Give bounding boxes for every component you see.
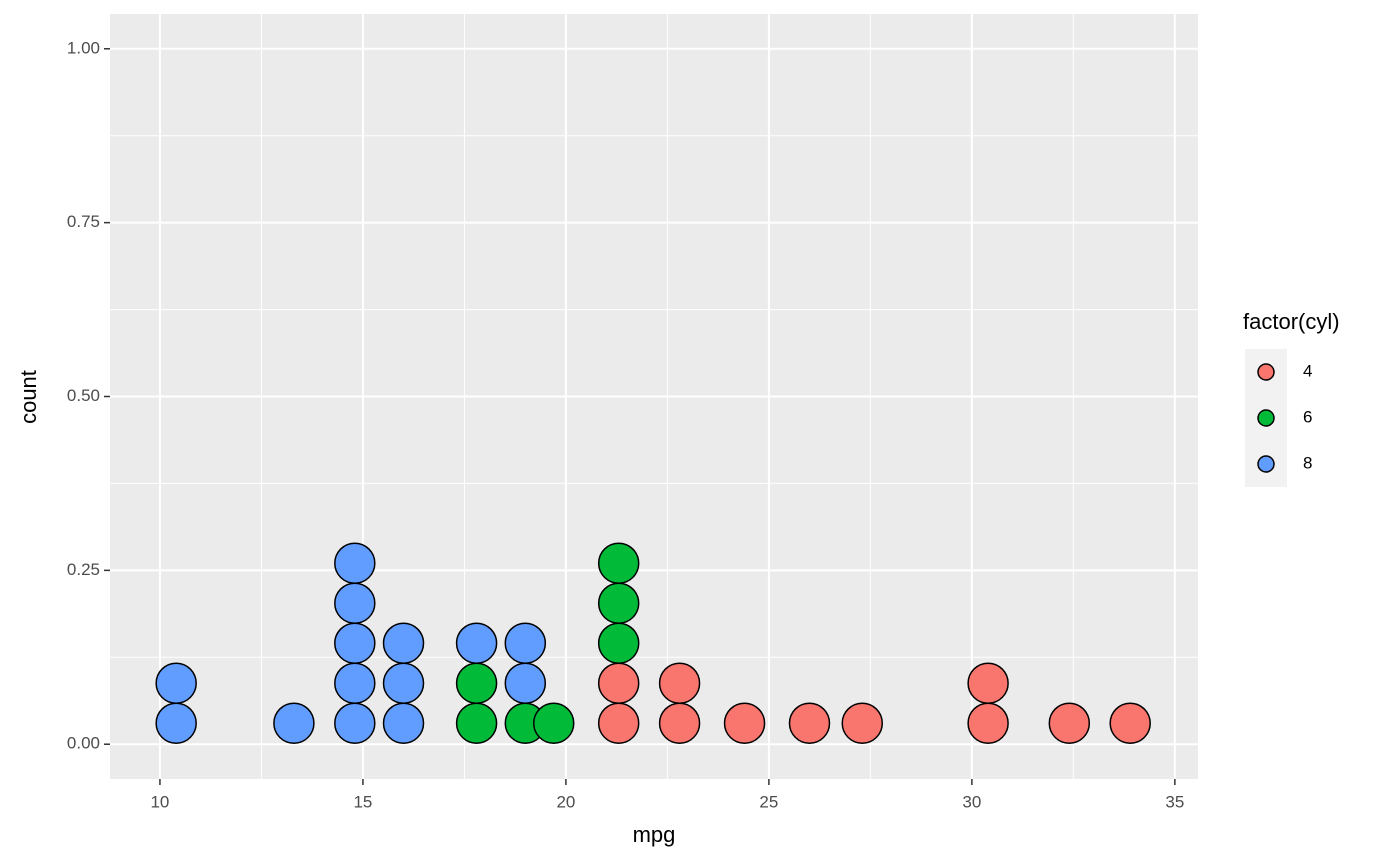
dot [504,622,547,664]
dot [273,702,315,744]
dot [382,662,425,704]
legend-symbol [1257,409,1275,427]
dot [597,542,640,584]
dot [334,662,376,704]
dot [532,702,575,744]
dot [597,662,640,704]
legend-label: 4 [1303,361,1312,380]
dot [597,622,640,664]
dot [1109,702,1151,744]
y-tick-label: 0.75 [67,212,100,231]
dot [658,662,701,704]
x-tick-label: 10 [150,792,169,811]
legend-symbol [1257,363,1275,381]
dot [155,702,197,744]
dot [334,702,376,744]
dot [1048,702,1091,744]
dot [382,702,425,744]
legend-title: factor(cyl) [1243,309,1340,334]
dot [597,702,640,744]
x-tick-label: 30 [962,792,981,811]
dot [967,662,1009,704]
dot [841,702,884,744]
dot [967,702,1009,744]
dot [334,542,376,584]
dot [658,702,701,744]
dot [334,582,376,624]
legend-label: 6 [1303,407,1312,426]
dot [597,582,640,624]
x-tick-label: 20 [556,792,575,811]
y-tick-label: 1.00 [67,38,100,57]
dot [334,622,376,664]
dot [788,702,831,744]
y-tick-label: 0.50 [67,386,100,405]
dot [455,622,498,664]
dot [155,662,197,704]
x-tick-label: 15 [353,792,372,811]
legend-label: 8 [1303,453,1312,472]
dot [723,702,766,744]
dot [504,662,547,704]
x-axis-title: mpg [633,822,676,847]
dot [455,662,498,704]
x-tick-label: 25 [759,792,778,811]
y-axis-title: count [16,370,41,424]
legend-symbol [1257,455,1275,473]
y-tick-label: 0.25 [67,560,100,579]
x-tick-label: 35 [1165,792,1184,811]
y-tick-label: 0.00 [67,734,100,753]
dot [455,702,498,744]
dot [382,622,425,664]
